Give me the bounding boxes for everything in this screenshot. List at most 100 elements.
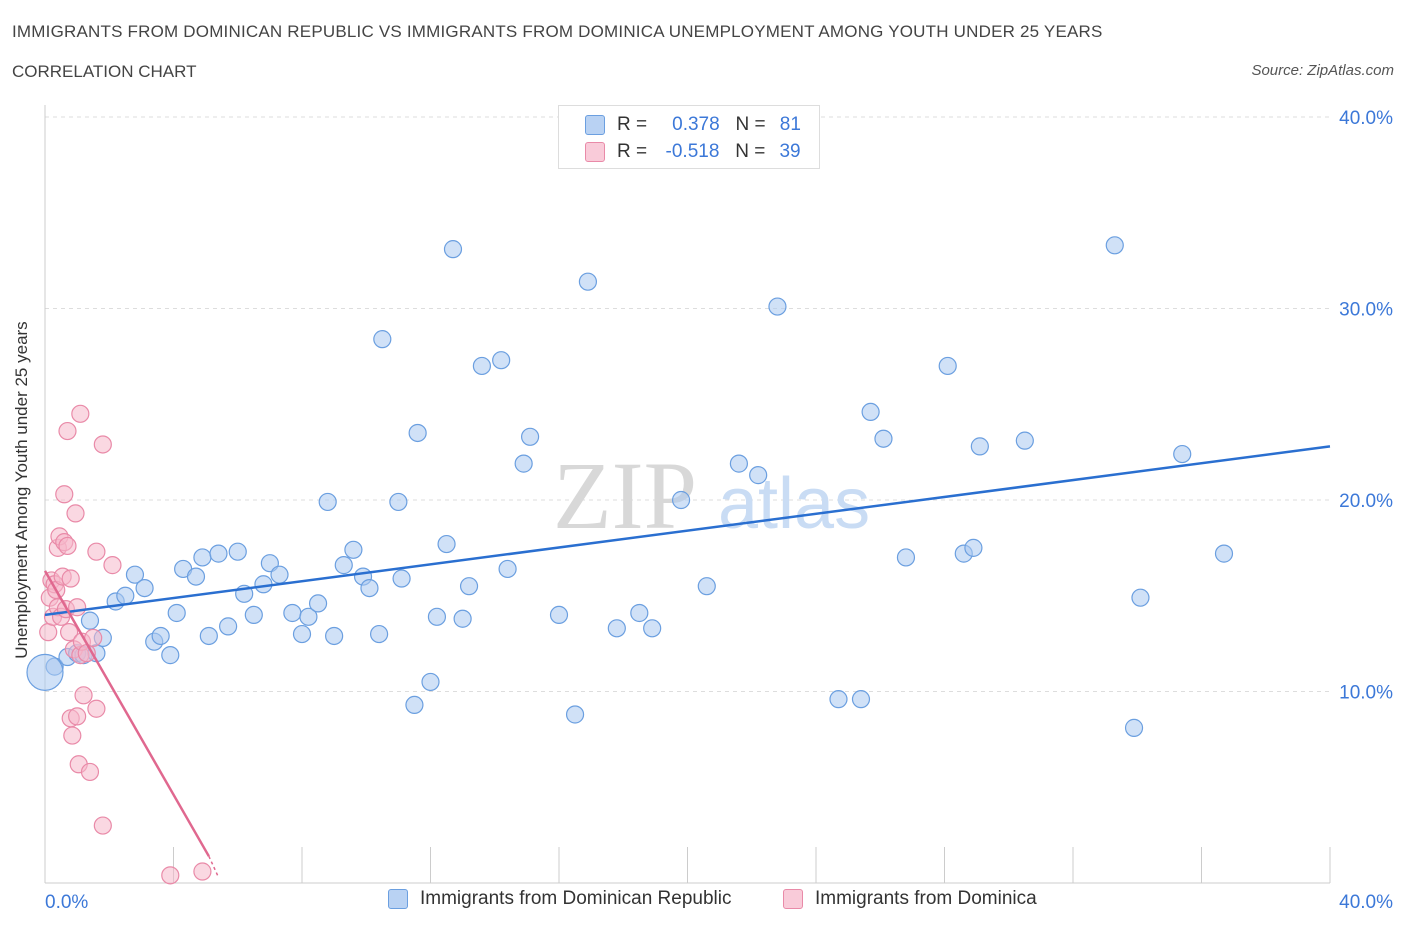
correlation-legend: R = 0.378 N = 81 R = -0.518 N = 39 [558, 105, 820, 169]
data-point-dominican-republic [970, 437, 989, 456]
data-point-dominican-republic [26, 653, 64, 691]
data-point-dominican-republic [861, 402, 880, 422]
legend-row-dominican-republic: R = 0.378 N = 81 [585, 113, 801, 137]
data-point-dominica [71, 404, 90, 423]
data-point-dominican-republic [520, 427, 540, 446]
data-point-dominica [87, 699, 106, 718]
data-point-dominican-republic [167, 603, 186, 623]
bottom-legend-item-dominica: Immigrants from Dominica [783, 888, 1037, 910]
legend-n-label: N = [735, 141, 766, 162]
data-point-dominican-republic [427, 607, 447, 626]
source-label: Source: ZipAtlas.com [1251, 62, 1394, 79]
data-point-dominican-republic [565, 705, 585, 724]
data-point-dominican-republic [964, 538, 983, 557]
data-point-dominican-republic [389, 492, 408, 512]
data-point-dominica [39, 623, 58, 642]
x-tick-label-max: 40.0% [1339, 892, 1393, 913]
legend-r-value: -0.518 [665, 141, 720, 162]
data-point-dominican-republic [697, 577, 716, 596]
data-point-dominican-republic [308, 594, 328, 613]
bottom-legend-label: Immigrants from Dominican Republic [420, 888, 732, 909]
data-point-dominican-republic [829, 690, 848, 709]
data-point-dominican-republic [209, 544, 228, 563]
legend-n-value: 81 [779, 114, 801, 135]
data-point-dominican-republic [459, 577, 479, 596]
data-point-dominica [63, 726, 82, 745]
bottom-legend-swatch-blue [388, 889, 408, 909]
data-point-dominican-republic [549, 605, 569, 625]
data-point-dominican-republic [299, 607, 318, 626]
data-point-dominican-republic [498, 559, 517, 579]
data-point-dominica [80, 762, 100, 782]
y-axis-label: Unemployment Among Youth under 25 years [12, 321, 31, 659]
legend-r-value: 0.378 [672, 114, 720, 135]
watermark-atlas: atlas [718, 464, 870, 544]
x-tick-label-min: 0.0% [45, 892, 88, 913]
data-point-dominican-republic [472, 356, 491, 376]
data-point-dominica [66, 504, 85, 523]
chart-subtitle: CORRELATION CHART [12, 62, 197, 81]
axes [44, 105, 1331, 884]
y-tick-label: 40.0% [1339, 108, 1393, 129]
trend-line-dominican-republic [44, 445, 1331, 617]
data-point-dominican-republic [749, 466, 768, 485]
data-point-dominican-republic [318, 492, 337, 512]
data-point-dominican-republic [219, 617, 238, 636]
data-point-dominican-republic [1105, 236, 1124, 255]
series-dominica-points [39, 404, 212, 885]
data-point-dominica [93, 816, 112, 835]
bottom-legend-label: Immigrants from Dominica [815, 888, 1037, 909]
legend-r-label: R = [617, 114, 648, 135]
data-point-dominican-republic [373, 330, 392, 349]
data-point-dominica [161, 866, 180, 885]
legend-n-value: 39 [779, 141, 801, 162]
data-point-dominican-republic [408, 423, 427, 443]
data-point-dominican-republic [135, 578, 154, 598]
data-point-dominica [68, 598, 87, 617]
data-point-dominican-republic [1214, 544, 1234, 563]
data-point-dominican-republic [671, 490, 691, 510]
data-point-dominican-republic [186, 567, 206, 586]
data-point-dominican-republic [116, 586, 135, 605]
data-point-dominican-republic [1015, 431, 1034, 450]
data-point-dominican-republic [514, 454, 533, 473]
legend-row-dominica: R = -0.518 N = 39 [585, 140, 801, 164]
legend-r-label: R = [617, 141, 648, 162]
data-point-dominican-republic [244, 605, 263, 625]
data-point-dominican-republic [1131, 588, 1150, 607]
data-point-dominican-republic [437, 534, 456, 554]
legend-swatch-pink [585, 142, 605, 162]
data-point-dominican-republic [392, 569, 411, 588]
data-point-dominican-republic [578, 272, 598, 291]
data-point-dominican-republic [492, 351, 511, 370]
data-point-dominican-republic [896, 548, 916, 567]
data-point-dominican-republic [80, 611, 100, 630]
data-point-dominican-republic [325, 626, 344, 646]
data-point-dominican-republic [125, 565, 145, 584]
data-point-dominica [59, 623, 79, 642]
trend-lines [43, 445, 1331, 878]
data-point-dominican-republic [607, 619, 626, 638]
y-tick-label: 20.0% [1339, 491, 1393, 512]
data-point-dominica [55, 485, 74, 504]
data-point-dominican-republic [193, 548, 212, 567]
data-point-dominica [193, 862, 212, 881]
y-tick-label: 10.0% [1339, 683, 1393, 704]
data-point-dominican-republic [344, 540, 363, 559]
data-point-dominican-republic [228, 542, 247, 561]
data-point-dominican-republic [453, 609, 472, 628]
data-point-dominican-republic [360, 578, 379, 598]
data-point-dominica [74, 686, 93, 705]
data-point-dominican-republic [161, 646, 180, 665]
data-point-dominican-republic [334, 556, 353, 575]
data-point-dominican-republic [405, 695, 424, 715]
tick-labels: 10.0% 20.0% 30.0% 40.0% 0.0% 40.0% [45, 108, 1393, 913]
trend-line-dominica-extension [208, 855, 220, 878]
data-point-dominican-republic [292, 624, 312, 644]
data-point-dominica [58, 421, 77, 441]
data-point-dominican-republic [1124, 718, 1144, 737]
data-point-dominican-republic [938, 356, 957, 376]
data-point-dominican-republic [768, 297, 787, 316]
data-point-dominican-republic [421, 672, 440, 692]
